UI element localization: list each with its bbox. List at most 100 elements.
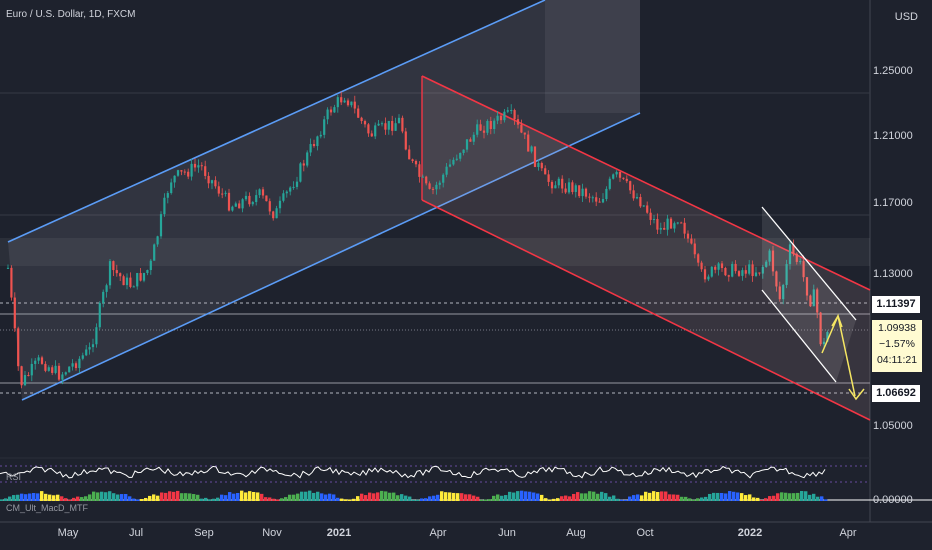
time-label-apr-2022: Apr	[839, 527, 857, 539]
candle-body	[499, 115, 503, 121]
candle-body	[822, 341, 826, 345]
candle-body	[323, 119, 326, 135]
candle-body	[333, 107, 336, 113]
descending-channel-lower[interactable]	[421, 199, 871, 421]
candle-body	[295, 181, 299, 187]
macd-bar	[196, 494, 200, 501]
macd-bar	[276, 499, 280, 501]
candle-body	[523, 132, 526, 135]
currency-label[interactable]: USD	[894, 11, 918, 23]
candle-body	[788, 244, 792, 265]
candle-body	[231, 206, 234, 211]
ascending-channel-lower[interactable]	[21, 112, 641, 401]
macd-bar	[364, 495, 368, 501]
macd-bar	[64, 498, 68, 501]
price-label-1: 1.25000	[873, 65, 913, 77]
macd-bar	[464, 494, 468, 501]
candle-body	[547, 174, 550, 182]
chart-title[interactable]: Euro / U.S. Dollar, 1D, FXCM	[6, 9, 136, 20]
macd-bar	[696, 498, 700, 501]
time-label-2021: 2021	[326, 527, 352, 539]
macd-bar	[588, 491, 592, 501]
macd-bar	[240, 490, 244, 501]
lower-level-tag[interactable]: 1.06692	[872, 385, 920, 402]
macd-bar	[716, 492, 720, 501]
descending-channel-upper[interactable]	[421, 75, 871, 291]
macd-histogram	[0, 490, 828, 501]
macd-bar	[448, 492, 452, 501]
candle-body	[68, 366, 71, 373]
macd-bar	[340, 498, 344, 501]
price-label-2: 1.21000	[873, 130, 913, 142]
candle-body	[129, 277, 132, 287]
falling-wedge-upper[interactable]	[761, 206, 857, 321]
candle-body	[418, 164, 421, 177]
macd-bar	[120, 494, 124, 501]
macd-bar	[612, 495, 616, 501]
candle-body	[659, 227, 662, 230]
time-label-2022: 2022	[737, 527, 763, 539]
macd-bar	[284, 497, 288, 501]
candle-body	[758, 272, 761, 274]
macd-bar	[492, 495, 496, 501]
candle-body	[387, 120, 390, 130]
candle-body	[591, 197, 594, 199]
candle-body	[105, 285, 108, 292]
macd-bar	[220, 494, 224, 501]
candle-body	[612, 174, 615, 179]
macd-bar	[520, 490, 524, 501]
macd-bar	[60, 496, 64, 501]
candle-body	[669, 218, 673, 229]
arrow-head-up-icon	[831, 314, 843, 328]
candle-body	[170, 182, 173, 194]
candle-body	[557, 178, 560, 186]
candle-body	[180, 170, 183, 172]
macd-bar	[248, 491, 252, 501]
macd-bar	[768, 496, 772, 501]
macd-bar	[600, 491, 604, 501]
candle-body	[125, 277, 129, 286]
macd-bar	[392, 492, 396, 501]
macd-bar	[188, 493, 192, 501]
candle-body	[159, 214, 163, 237]
macd-label[interactable]: CM_Ult_MacD_MTF	[6, 503, 89, 513]
macd-bar	[636, 494, 640, 501]
ascending-channel-upper[interactable]	[7, 0, 546, 243]
candle-body	[588, 196, 591, 198]
candle-body	[238, 203, 241, 209]
candle-body	[540, 162, 543, 169]
last-price: 1.09938	[878, 322, 916, 334]
candle-body	[438, 182, 441, 185]
candle-body	[54, 365, 57, 373]
resistance-zone	[0, 238, 870, 266]
macd-bar	[36, 493, 40, 501]
macd-bar	[652, 491, 656, 501]
candle-body	[741, 270, 744, 276]
macd-bar	[24, 494, 28, 501]
candle-body	[149, 260, 152, 271]
macd-bar	[792, 493, 796, 501]
time-label-may: May	[57, 527, 79, 539]
candle-body	[472, 134, 475, 142]
macd-bar	[536, 493, 540, 501]
candle-body	[748, 264, 751, 274]
falling-wedge-lower[interactable]	[761, 289, 837, 383]
macd-bar	[84, 496, 88, 501]
macd-bar	[192, 494, 196, 501]
macd-bar	[720, 492, 724, 501]
upper-level-tag[interactable]: 1.11397	[872, 296, 920, 313]
candle-body	[567, 182, 571, 193]
candle-body	[816, 289, 819, 313]
candle-body	[703, 269, 707, 280]
candle-body	[639, 197, 642, 207]
macd-bar	[484, 499, 488, 501]
last-price-box[interactable]: 1.09938 −1.57% 04:11:21	[872, 320, 922, 372]
macd-bar	[260, 493, 264, 501]
rsi-label[interactable]: RSI	[6, 472, 22, 482]
macd-bar	[300, 491, 304, 501]
bar-countdown: 04:11:21	[876, 354, 918, 366]
candle-body	[785, 264, 788, 285]
macd-bar	[356, 496, 360, 501]
macd-bar	[764, 498, 768, 501]
